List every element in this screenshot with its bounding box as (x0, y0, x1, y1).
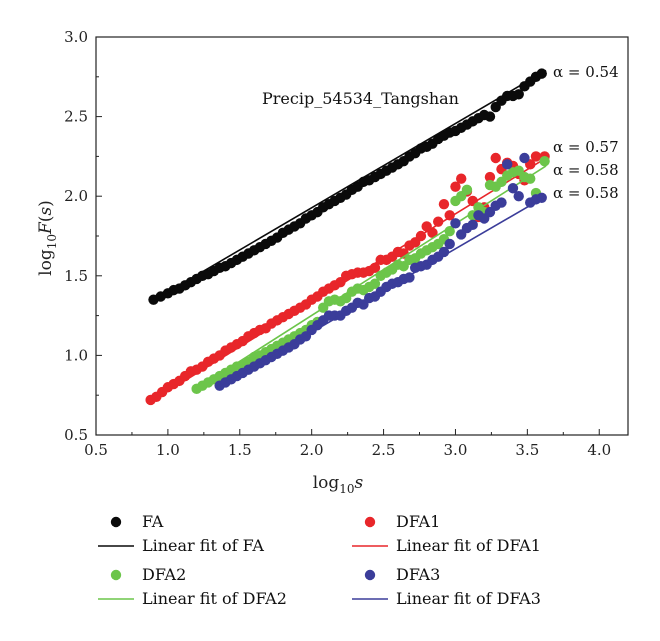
dfa1-point (456, 173, 467, 184)
dfa3-point (513, 191, 524, 202)
chart-title: Precip_54534_Tangshan (262, 89, 459, 108)
y-tick-label: 1.5 (64, 267, 88, 285)
alpha-label-dfa3: α = 0.58 (553, 184, 619, 202)
x-tick-label: 1.5 (228, 441, 252, 459)
dfa2-point (369, 278, 381, 289)
y-tick-label: 0.5 (64, 426, 88, 444)
x-tick-label: 2.5 (372, 441, 396, 459)
legend-label-dfa3: DFA3 (396, 565, 440, 584)
legend-label-fa: FA (142, 512, 164, 531)
x-tick-label: 4.0 (587, 441, 611, 459)
y-tick-label: 3.0 (64, 28, 88, 46)
legend-fit-label-dfa2: Linear fit of DFA2 (142, 589, 287, 608)
dfa3-point (496, 197, 507, 208)
legend-marker-fa (110, 516, 122, 528)
x-tick-label: 0.5 (84, 441, 108, 459)
series-fa (148, 68, 547, 305)
dfa3-point (444, 238, 455, 250)
alpha-label-dfa2: α = 0.58 (553, 161, 619, 179)
legend-label-dfa2: DFA2 (142, 565, 186, 584)
x-tick-label: 2.0 (300, 441, 324, 459)
dfa1-point (444, 210, 455, 221)
dfa3-point (502, 159, 513, 170)
dfa3-point (450, 218, 461, 229)
chart-marks (145, 68, 550, 406)
axis-ticks: 0.5 1.0 1.5 2.0 2.5 3.0 3.5 4.0 0.5 1.0 1.5 2.0 2.5 3… (64, 28, 611, 459)
dfa1-point (450, 181, 461, 192)
legend-marker-dfa2 (110, 569, 122, 581)
dfa1-point (484, 171, 496, 183)
alpha-label-fa: α = 0.54 (553, 63, 619, 81)
fa-point (484, 111, 496, 122)
legend-marker-dfa1 (364, 516, 376, 528)
dfa2-point (525, 173, 536, 184)
dfa3-point (507, 183, 519, 194)
y-tick-label: 1.0 (64, 346, 88, 364)
alpha-label-dfa1: α = 0.57 (553, 138, 619, 156)
y-tick-label: 2.0 (64, 187, 88, 205)
fa-point (513, 89, 524, 100)
legend-label-dfa1: DFA1 (396, 512, 440, 531)
dfa1-point (433, 216, 444, 227)
dfa3-point (467, 219, 478, 231)
legend-fit-label-fa: Linear fit of FA (142, 536, 264, 555)
dfa3-point (519, 152, 530, 164)
dfa1-point (530, 151, 542, 162)
x-tick-label: 1.0 (156, 441, 180, 459)
x-tick-label: 3.5 (515, 441, 539, 459)
x-tick-label: 3.0 (444, 441, 468, 459)
dfa2-fit-line (196, 165, 547, 390)
alpha-labels: α = 0.54 α = 0.57 α = 0.58 α = 0.58 (553, 63, 619, 202)
legend-marker-dfa3 (364, 569, 376, 581)
dfa3-fit-line (219, 195, 547, 387)
legend-fit-label-dfa1: Linear fit of DFA1 (396, 536, 541, 555)
legend: FA Linear fit of FA DFA1 Linear fit of DFA1… (98, 512, 541, 608)
x-axis-label: log10s (313, 473, 364, 496)
dfa1-fit-line (153, 157, 547, 401)
series-dfa3 (214, 152, 547, 391)
dfa1-point (438, 198, 450, 210)
legend-fit-label-dfa3: Linear fit of DFA3 (396, 589, 541, 608)
y-tick-label: 2.5 (64, 108, 88, 126)
fa-fit-line (153, 69, 547, 302)
dfa1-point (490, 152, 501, 164)
dfa2-point (461, 184, 473, 196)
dfa2-point (539, 155, 550, 167)
y-axis-label: log10F(s) (36, 200, 59, 276)
